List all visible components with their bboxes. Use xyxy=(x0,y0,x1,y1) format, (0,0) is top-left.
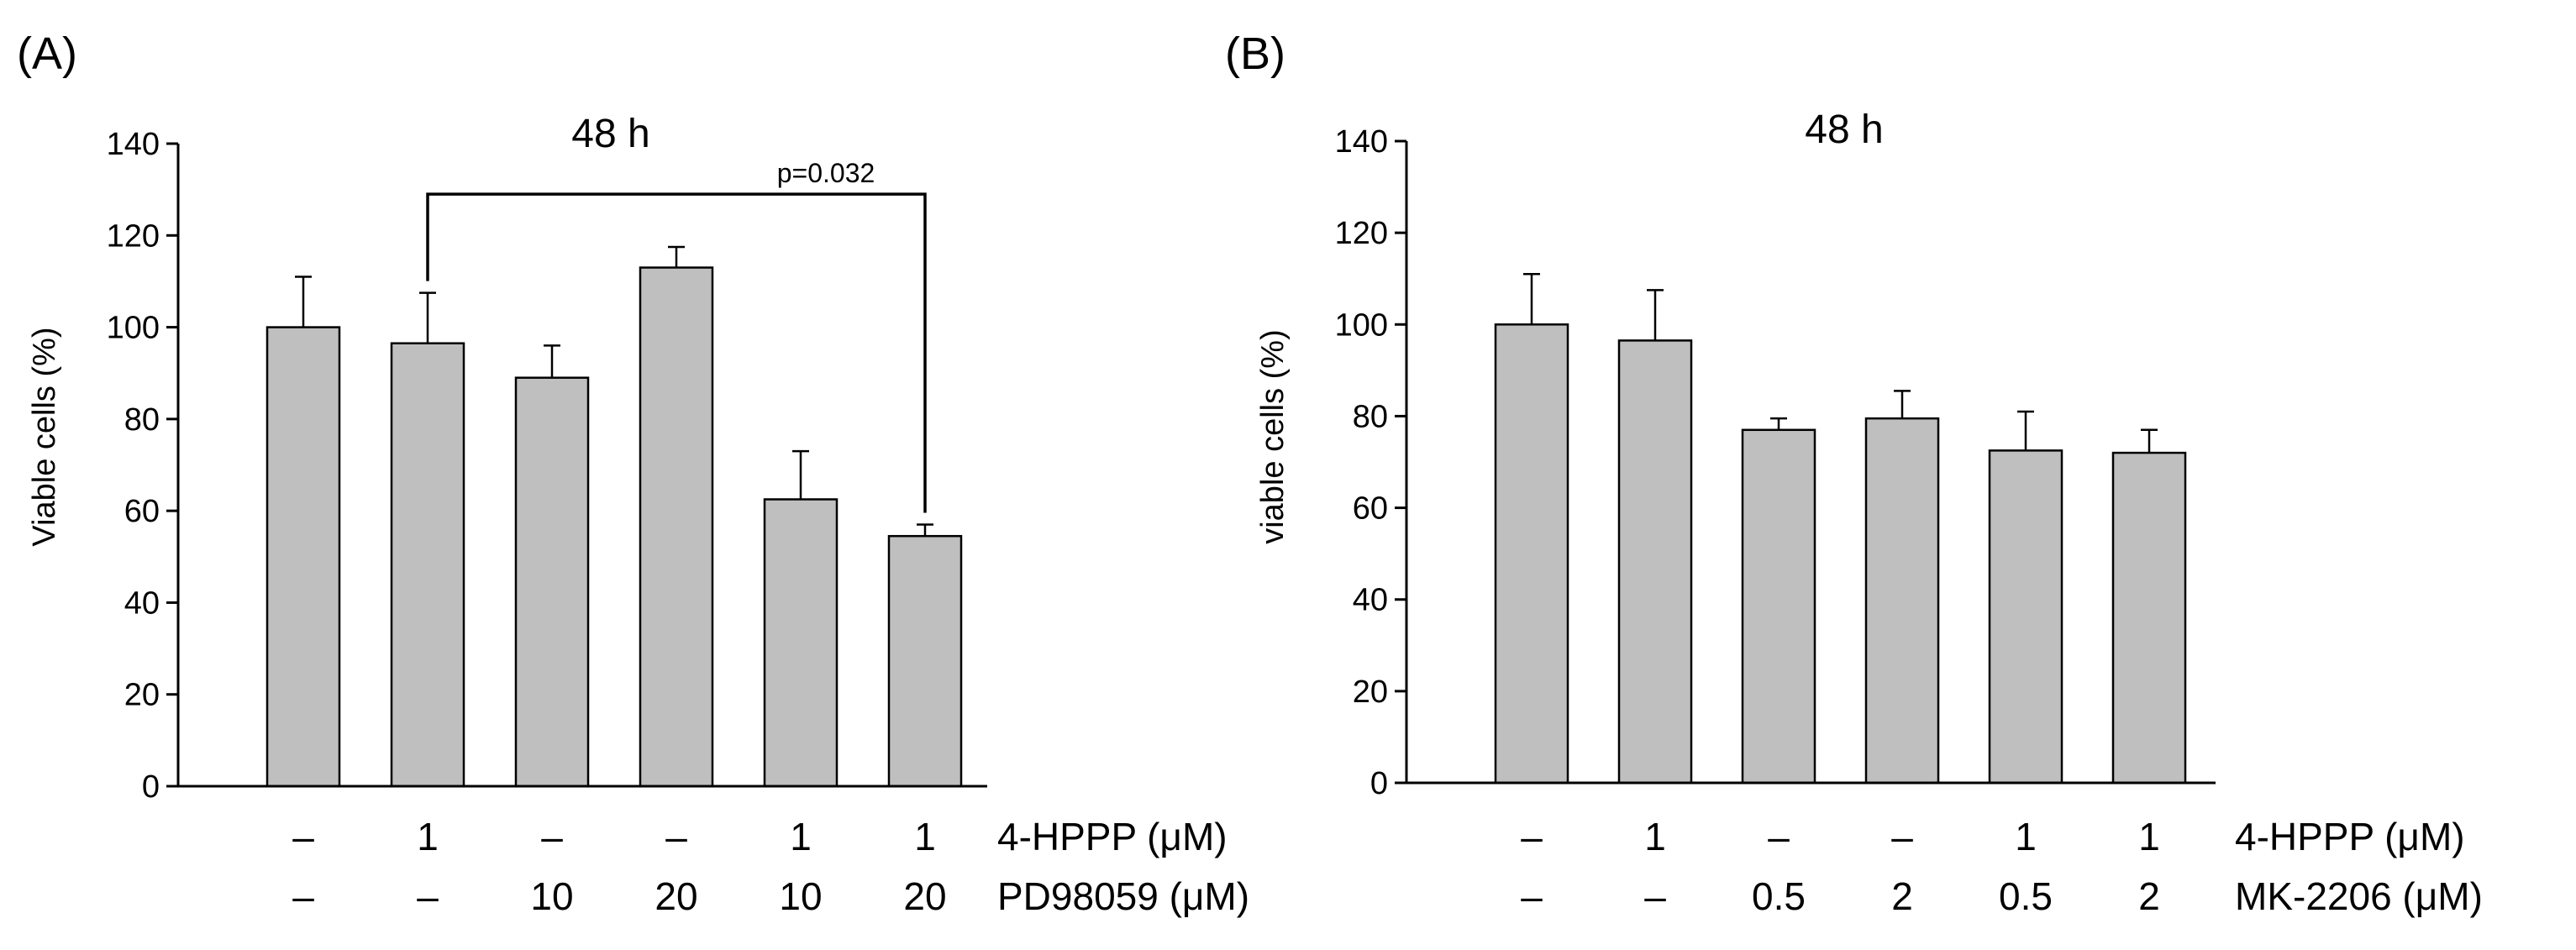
panel-a-condition-value: – xyxy=(292,815,314,858)
panel-a-y-tick-label: 40 xyxy=(124,585,160,621)
panel-a-bar-5 xyxy=(763,498,839,788)
panel-b-y-tick-label: 40 xyxy=(1353,583,1388,618)
panel-a-condition-value: 1 xyxy=(417,815,439,858)
panel-b-y-tick-label: 120 xyxy=(1335,216,1388,251)
panel-b-condition-value: – xyxy=(1768,815,1790,858)
panel-a-condition-value: 20 xyxy=(903,874,946,918)
panel-a-bar-6 xyxy=(887,534,963,788)
panel-b-condition-label: 4-HPPP (μM) xyxy=(2235,815,2465,858)
panel-a-condition-value: – xyxy=(417,874,439,918)
panel-a-label: (A) xyxy=(17,29,77,79)
panel-b-condition-value: – xyxy=(1521,874,1543,918)
panel-b-bar-5 xyxy=(1988,449,2063,785)
panel-b-y-tick-label: 80 xyxy=(1353,399,1388,434)
panel-b-condition-value: 0.5 xyxy=(1752,874,1806,918)
panel-b-condition-label: MK-2206 (μM) xyxy=(2235,874,2483,918)
panel-b-condition-value: 1 xyxy=(1644,815,1666,858)
panel-a-title: 48 h xyxy=(571,112,649,156)
panel-a-condition-value: 1 xyxy=(790,815,812,858)
panel-b-bar-4 xyxy=(1864,417,1940,785)
panel-b-condition-value: 2 xyxy=(2138,874,2160,918)
panel-a-condition-value: 1 xyxy=(914,815,936,858)
panel-b-y-axis-label: viable cells (%) xyxy=(1255,329,1291,544)
panel-b-title: 48 h xyxy=(1805,108,1883,152)
panel-b-y-tick-label: 0 xyxy=(1370,766,1388,801)
panel-b-plot: 0 20 40 60 80 100 120 140 – 1 – – 1 1 4-HPPP (μM) – – 0.5… xyxy=(1335,124,2483,918)
panel-a-bar-2 xyxy=(390,342,465,788)
panel-a-condition-value: – xyxy=(665,815,687,858)
panel-b-bar-1 xyxy=(1494,323,1569,785)
panel-a-y-tick-label: 60 xyxy=(124,494,160,529)
panel-a-y-tick-label: 100 xyxy=(107,311,160,346)
panel-b-y-tick-label: 100 xyxy=(1335,307,1388,343)
panel-b-y-tick-label: 140 xyxy=(1335,124,1388,160)
panel-a-condition-value: – xyxy=(292,874,314,918)
panel-b-condition-value: – xyxy=(1891,815,1913,858)
panel-a-condition-value: 10 xyxy=(530,874,573,918)
panel-b-y-tick-label: 20 xyxy=(1353,674,1388,710)
panel-b-label: (B) xyxy=(1225,29,1285,79)
panel-a-y-tick-label: 20 xyxy=(124,678,160,713)
panel-a-y-tick-label: 0 xyxy=(142,769,160,805)
panel-a-y-tick-label: 140 xyxy=(107,127,160,162)
panel-a-p-value: p=0.032 xyxy=(777,158,875,188)
panel-b-condition-value: – xyxy=(1521,815,1543,858)
panel-b-y-tick-label: 60 xyxy=(1353,491,1388,527)
panel-b-condition-value: – xyxy=(1644,874,1666,918)
panel-a-condition-value: – xyxy=(541,815,563,858)
panel-a-y-tick-label: 80 xyxy=(124,402,160,438)
panel-b-bar-6 xyxy=(2111,451,2187,785)
panel-a-bar-3 xyxy=(514,376,590,788)
panel-a-y-tick-label: 120 xyxy=(107,218,160,254)
panel-b-condition-value: 1 xyxy=(2138,815,2160,858)
panel-b-bar-3 xyxy=(1741,428,1816,785)
panel-a-condition-label: PD98059 (μM) xyxy=(997,874,1249,918)
panel-b-condition-value: 0.5 xyxy=(1999,874,2053,918)
panel-a-bar-4 xyxy=(639,266,714,788)
panel-a-bar-1 xyxy=(265,326,341,788)
panel-a-condition-value: 20 xyxy=(655,874,697,918)
panel-b-bar-2 xyxy=(1617,339,1693,785)
panel-a-y-axis-label: Viable cells (%) xyxy=(27,327,62,546)
panel-a-plot: 0 20 40 60 80 100 120 140 – 1 – – 1 1 4-HPPP (μM) – – 10 2… xyxy=(107,127,1249,918)
panel-b-condition-value: 1 xyxy=(2015,815,2037,858)
panel-a-condition-label: 4-HPPP (μM) xyxy=(997,815,1228,858)
panel-b-condition-value: 2 xyxy=(1891,874,1913,918)
panel-a-significance-bracket xyxy=(426,192,927,513)
panel-a-condition-value: 10 xyxy=(779,874,822,918)
